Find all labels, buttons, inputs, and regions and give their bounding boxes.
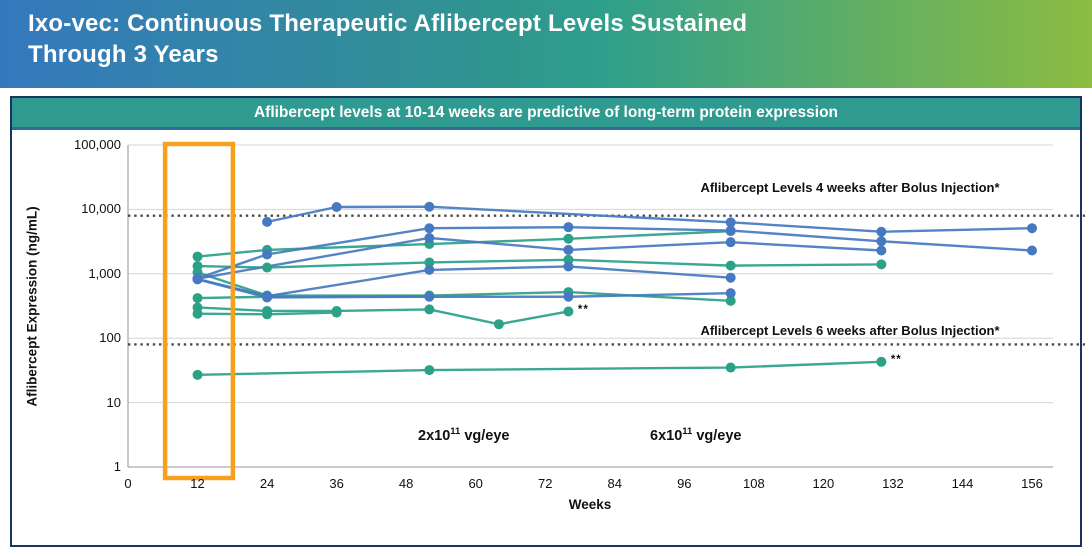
slide-title-line1: Ixo-vec: Continuous Therapeutic Afliberc…	[28, 10, 748, 37]
chart-panel	[10, 96, 1082, 547]
chart-headline: Aflibercept levels at 10-14 weeks are pr…	[12, 98, 1080, 130]
slide-title-banner: Ixo-vec: Continuous Therapeutic Afliberc…	[0, 0, 1092, 88]
slide-title-line2: Through 3 Years	[28, 41, 219, 68]
slide-title: Ixo-vec: Continuous Therapeutic Afliberc…	[28, 8, 1008, 70]
